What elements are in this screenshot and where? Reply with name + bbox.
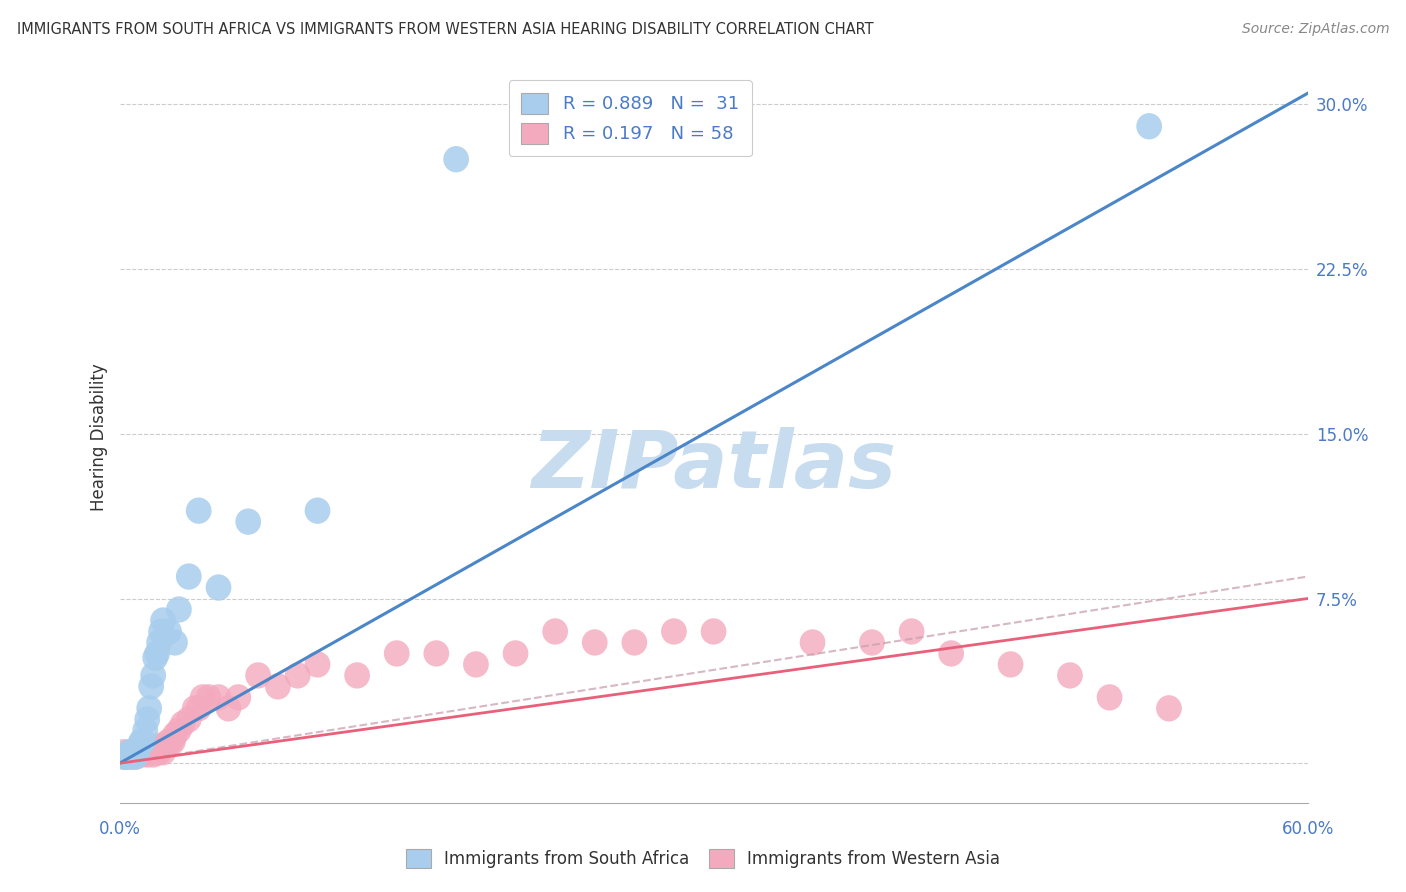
Ellipse shape (661, 618, 686, 645)
Ellipse shape (112, 744, 138, 770)
Ellipse shape (186, 695, 211, 722)
Ellipse shape (245, 662, 271, 689)
Ellipse shape (128, 728, 155, 755)
Ellipse shape (145, 739, 170, 765)
Ellipse shape (136, 695, 162, 722)
Ellipse shape (162, 722, 188, 747)
Y-axis label: Hearing Disability: Hearing Disability (90, 363, 108, 511)
Ellipse shape (142, 645, 169, 671)
Ellipse shape (998, 651, 1024, 678)
Ellipse shape (142, 739, 169, 765)
Ellipse shape (443, 146, 470, 172)
Ellipse shape (384, 640, 409, 666)
Ellipse shape (125, 739, 150, 765)
Ellipse shape (190, 684, 215, 711)
Text: 0.0%: 0.0% (98, 820, 141, 838)
Ellipse shape (132, 739, 157, 765)
Ellipse shape (132, 717, 157, 744)
Ellipse shape (127, 732, 152, 759)
Ellipse shape (266, 673, 291, 699)
Ellipse shape (700, 618, 727, 645)
Ellipse shape (463, 651, 489, 678)
Ellipse shape (1136, 113, 1161, 139)
Ellipse shape (1057, 662, 1083, 689)
Ellipse shape (166, 597, 191, 623)
Ellipse shape (186, 498, 211, 524)
Text: IMMIGRANTS FROM SOUTH AFRICA VS IMMIGRANTS FROM WESTERN ASIA HEARING DISABILITY : IMMIGRANTS FROM SOUTH AFRICA VS IMMIGRAN… (17, 22, 873, 37)
Ellipse shape (148, 732, 174, 759)
Ellipse shape (344, 662, 370, 689)
Ellipse shape (127, 739, 152, 765)
Text: ZIPatlas: ZIPatlas (531, 427, 896, 506)
Ellipse shape (152, 732, 179, 759)
Ellipse shape (131, 728, 156, 755)
Ellipse shape (898, 618, 924, 645)
Ellipse shape (138, 739, 165, 765)
Ellipse shape (111, 744, 136, 770)
Text: 60.0%: 60.0% (1281, 820, 1334, 838)
Legend: R = 0.889   N =  31, R = 0.197   N = 58: R = 0.889 N = 31, R = 0.197 N = 58 (509, 80, 752, 156)
Ellipse shape (205, 574, 232, 600)
Ellipse shape (285, 662, 311, 689)
Ellipse shape (117, 739, 142, 765)
Ellipse shape (225, 684, 252, 711)
Ellipse shape (135, 706, 160, 732)
Ellipse shape (170, 711, 195, 737)
Ellipse shape (938, 640, 965, 666)
Ellipse shape (176, 706, 201, 732)
Ellipse shape (160, 728, 186, 755)
Ellipse shape (131, 739, 156, 765)
Ellipse shape (125, 741, 150, 768)
Ellipse shape (118, 744, 145, 770)
Ellipse shape (146, 629, 172, 656)
Ellipse shape (156, 728, 181, 755)
Ellipse shape (543, 618, 568, 645)
Ellipse shape (176, 564, 201, 590)
Ellipse shape (621, 629, 647, 656)
Ellipse shape (235, 508, 262, 535)
Ellipse shape (150, 607, 176, 633)
Ellipse shape (117, 739, 142, 765)
Ellipse shape (800, 629, 825, 656)
Ellipse shape (423, 640, 449, 666)
Ellipse shape (145, 640, 170, 666)
Ellipse shape (150, 739, 176, 765)
Ellipse shape (181, 695, 208, 722)
Ellipse shape (582, 629, 607, 656)
Ellipse shape (146, 739, 172, 765)
Ellipse shape (141, 741, 166, 768)
Ellipse shape (503, 640, 529, 666)
Ellipse shape (305, 498, 330, 524)
Ellipse shape (114, 741, 141, 768)
Ellipse shape (156, 618, 181, 645)
Ellipse shape (122, 744, 148, 770)
Ellipse shape (205, 684, 232, 711)
Ellipse shape (135, 741, 160, 768)
Ellipse shape (141, 662, 166, 689)
Ellipse shape (1156, 695, 1182, 722)
Ellipse shape (122, 744, 148, 770)
Ellipse shape (157, 728, 184, 755)
Ellipse shape (121, 741, 146, 768)
Ellipse shape (121, 741, 146, 768)
Ellipse shape (114, 744, 141, 770)
Legend: Immigrants from South Africa, Immigrants from Western Asia: Immigrants from South Africa, Immigrants… (399, 842, 1007, 875)
Text: Source: ZipAtlas.com: Source: ZipAtlas.com (1241, 22, 1389, 37)
Ellipse shape (111, 739, 136, 765)
Ellipse shape (136, 737, 162, 764)
Ellipse shape (118, 741, 145, 768)
Ellipse shape (162, 629, 188, 656)
Ellipse shape (148, 618, 174, 645)
Ellipse shape (195, 684, 222, 711)
Ellipse shape (166, 717, 191, 744)
Ellipse shape (305, 651, 330, 678)
Ellipse shape (138, 673, 165, 699)
Ellipse shape (859, 629, 884, 656)
Ellipse shape (215, 695, 242, 722)
Ellipse shape (112, 744, 138, 770)
Ellipse shape (128, 741, 155, 768)
Ellipse shape (1097, 684, 1122, 711)
